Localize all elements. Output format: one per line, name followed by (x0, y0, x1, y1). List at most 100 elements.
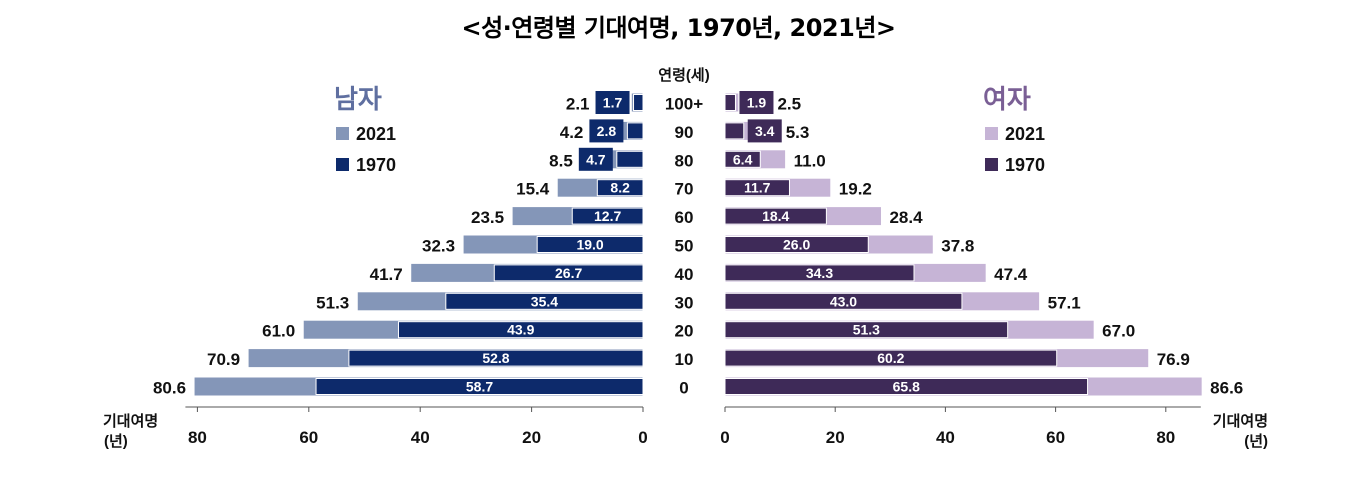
male-x-axis-title: 기대여명 (103, 412, 158, 430)
male-legend-label-1970: 1970 (356, 155, 396, 175)
female-1970-bar (724, 349, 1058, 367)
male-2021-value-label: 32.3 (422, 237, 455, 256)
male-1970-value-label: 8.2 (610, 180, 630, 196)
male-x-axis-title-unit: (년) (104, 433, 128, 450)
male-1970-value-label: 2.8 (597, 123, 617, 139)
male-2021-value-label: 4.2 (560, 123, 584, 142)
female-x-tick-label: 20 (826, 428, 845, 447)
male-1970-bar (536, 236, 644, 253)
age-label: 30 (675, 293, 694, 312)
male-panel-label: 남자 (334, 84, 382, 114)
female-1970-value-label: 51.3 (853, 322, 880, 338)
female-1970-bar (724, 264, 915, 282)
female-1970-value-label: 6.4 (733, 151, 753, 167)
age-label: 0 (679, 379, 688, 398)
male-2021-value-label: 61.0 (262, 322, 295, 341)
age-label: 80 (675, 151, 694, 170)
age-label: 70 (675, 180, 694, 199)
male-x-tick-label: 40 (411, 428, 430, 447)
female-2021-value-label: 86.6 (1210, 379, 1243, 398)
female-1970-value-label: 65.8 (893, 379, 920, 395)
female-legend-swatch-2021 (985, 127, 998, 140)
male-1970-label-box (589, 119, 624, 143)
female-x-tick-label: 0 (720, 428, 729, 447)
female-x-tick-label: 80 (1156, 428, 1175, 447)
female-1970-bar (724, 122, 745, 140)
female-1970-bar (724, 378, 1089, 395)
male-1970-value-label: 12.7 (594, 208, 621, 224)
female-legend-label-2021: 2021 (1005, 124, 1045, 144)
male-1970-value-label: 43.9 (507, 322, 534, 338)
age-label: 60 (675, 208, 694, 227)
female-1970-bar (724, 236, 869, 253)
female-1970-bar (724, 207, 827, 225)
female-2021-value-label: 67.0 (1102, 322, 1135, 341)
male-1970-bar (596, 179, 644, 197)
male-1970-value-label: 35.4 (531, 293, 558, 309)
female-1970-bar (724, 94, 736, 111)
female-1970-value-label: 11.7 (744, 180, 771, 196)
female-2021-value-label: 19.2 (839, 180, 872, 199)
male-2021-value-label: 41.7 (370, 265, 403, 284)
age-label: 50 (675, 237, 694, 256)
male-1970-bar (315, 378, 644, 395)
male-2021-value-label: 70.9 (207, 350, 240, 369)
female-x-axis-title-unit: (년) (1244, 433, 1268, 450)
chart-title: <성·연령별 기대여명, 1970년, 2021년> (461, 14, 896, 42)
female-2021-value-label: 57.1 (1048, 293, 1081, 312)
female-1970-bar (724, 292, 963, 310)
female-2021-value-label: 76.9 (1157, 350, 1190, 369)
male-x-tick-label: 20 (522, 428, 541, 447)
male-2021-value-label: 51.3 (316, 293, 349, 312)
male-1970-bar (616, 150, 644, 168)
female-legend-swatch-1970 (985, 158, 998, 171)
male-2021-value-label: 15.4 (516, 180, 550, 199)
female-1970-value-label: 60.2 (877, 350, 904, 366)
female-1970-value-label: 3.4 (755, 123, 775, 139)
female-x-tick-label: 40 (936, 428, 955, 447)
female-1970-value-label: 43.0 (830, 293, 857, 309)
female-1970-value-label: 26.0 (783, 237, 810, 253)
female-2021-value-label: 28.4 (889, 208, 923, 227)
male-1970-value-label: 1.7 (603, 95, 623, 111)
female-1970-bar (724, 179, 790, 197)
female-2021-value-label: 47.4 (994, 265, 1028, 284)
female-1970-label-box (747, 119, 782, 143)
female-1970-bar (724, 150, 761, 168)
male-1970-value-label: 52.8 (482, 350, 509, 366)
female-1970-bar (724, 321, 1009, 339)
age-label: 20 (675, 322, 694, 341)
male-1970-bar (493, 264, 644, 282)
male-1970-bar (348, 349, 644, 367)
male-x-tick-label: 60 (299, 428, 318, 447)
female-1970-value-label: 34.3 (806, 265, 833, 281)
male-1970-bar (571, 207, 644, 225)
male-2021-value-label: 2.1 (566, 95, 590, 114)
male-1970-bar (445, 292, 644, 310)
male-x-tick-label: 0 (638, 428, 647, 447)
male-1970-value-label: 4.7 (586, 151, 606, 167)
male-2021-value-label: 8.5 (549, 151, 573, 170)
female-1970-label-box (739, 91, 774, 114)
female-legend-label-1970: 1970 (1005, 155, 1045, 175)
male-2021-value-label: 23.5 (471, 208, 504, 227)
female-2021-value-label: 37.8 (941, 237, 974, 256)
female-2021-value-label: 2.5 (777, 95, 801, 114)
female-2021-value-label: 11.0 (794, 151, 826, 170)
female-panel-label: 여자 (983, 84, 1031, 114)
female-x-tick-label: 60 (1046, 428, 1065, 447)
male-legend-swatch-1970 (336, 158, 349, 171)
male-1970-bar (633, 94, 644, 111)
age-axis-title: 연령(세) (658, 66, 709, 84)
male-2021-value-label: 80.6 (153, 379, 186, 398)
male-1970-bar (626, 122, 644, 140)
age-label: 100+ (665, 95, 703, 114)
female-1970-value-label: 18.4 (762, 208, 789, 224)
male-1970-bar (397, 321, 644, 339)
age-label: 10 (675, 350, 694, 369)
male-1970-value-label: 26.7 (555, 265, 582, 281)
male-1970-value-label: 19.0 (576, 237, 603, 253)
age-label: 90 (675, 123, 694, 142)
